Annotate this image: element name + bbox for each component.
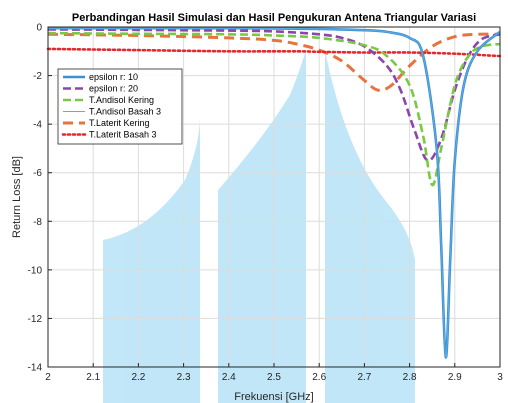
series-line-2 bbox=[47, 31, 501, 187]
x-tick-label: 2.6 bbox=[312, 372, 326, 383]
x-tick-label: 2.8 bbox=[403, 372, 417, 383]
x-tick-label: 2.1 bbox=[86, 372, 100, 383]
x-tick-label: 2 bbox=[45, 372, 51, 383]
y-tick-label: 0 bbox=[36, 23, 42, 34]
y-tick-label: -14 bbox=[28, 363, 43, 374]
axes bbox=[47, 26, 501, 368]
chart-title: Perbandingan Hasil Simulasi dan Hasil Pe… bbox=[72, 12, 476, 24]
y-tick-label: -2 bbox=[33, 71, 42, 82]
x-tick-label: 2.7 bbox=[357, 372, 371, 383]
x-tick-label: 2.9 bbox=[448, 372, 462, 383]
x-tick-label: 2.5 bbox=[267, 372, 281, 383]
legend-label: T.Laterit Basah 3 bbox=[89, 130, 157, 140]
legend-box bbox=[57, 68, 183, 145]
x-tick-label: 2.4 bbox=[222, 372, 236, 383]
legend-label: T.Andisol Kering bbox=[89, 95, 154, 105]
tick-labels: 2 2.1 2.2 2.3 2.4 2.5 2.6 2.7 2.8 2.9 3 0 -2 -4 -6 -8 -1… bbox=[28, 23, 504, 384]
series-layer bbox=[46, 26, 502, 359]
x-axis-label: Frekuensi [GHz] bbox=[234, 391, 313, 403]
series-line-1 bbox=[47, 28, 501, 162]
x-tick-label: 2.3 bbox=[177, 372, 191, 383]
series-line-3 bbox=[48, 27, 501, 358]
legend: epsilon r: 10 epsilon r: 20T.Andisol Keri… bbox=[57, 68, 183, 145]
x-tick-label: 3 bbox=[497, 372, 503, 383]
watermark-shape-right bbox=[325, 50, 415, 403]
legend-label: T.Andisol Basah 3 bbox=[89, 107, 161, 117]
y-tick-label: -4 bbox=[33, 120, 42, 131]
y-tick-label: -12 bbox=[28, 314, 43, 325]
series-line-4 bbox=[47, 32, 501, 92]
y-tick-label: -8 bbox=[33, 217, 42, 228]
y-tick-label: -10 bbox=[28, 265, 43, 276]
legend-label: T.Laterit Kering bbox=[89, 118, 150, 128]
series-line-5 bbox=[46, 47, 502, 58]
y-axis-label: Return Loss [dB] bbox=[11, 156, 23, 238]
x-tick-label: 2.2 bbox=[131, 372, 145, 383]
watermark-shape-center bbox=[218, 50, 306, 403]
legend-label: epsilon r: 20 bbox=[89, 84, 138, 94]
axes-box bbox=[47, 26, 501, 368]
y-tick-label: -6 bbox=[33, 168, 42, 179]
watermark bbox=[103, 50, 415, 403]
watermark-shape-left bbox=[103, 115, 200, 403]
legend-label: epsilon r: 10 bbox=[89, 72, 138, 82]
